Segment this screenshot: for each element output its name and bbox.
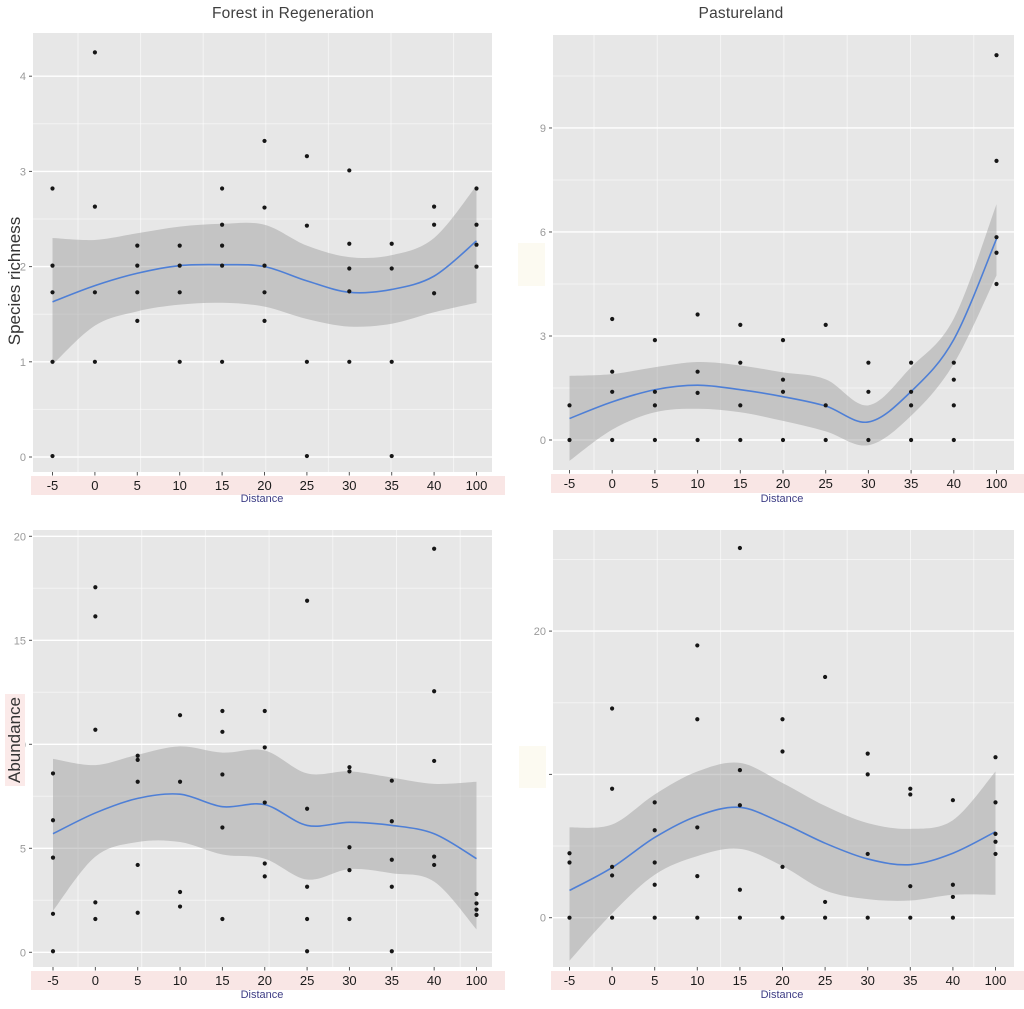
panel-0: 0 1 2 3 4 -5 0 5 10 15 20 25 30 35 40 100 — [20, 33, 505, 495]
svg-text:-5: -5 — [47, 973, 59, 988]
svg-text:0: 0 — [92, 973, 99, 988]
svg-text:35: 35 — [903, 973, 917, 988]
svg-text:15: 15 — [733, 476, 747, 491]
x-axis-label-distance-bottom-left: Distance — [240, 989, 284, 1001]
svg-text:20: 20 — [258, 973, 272, 988]
svg-text:20: 20 — [534, 626, 546, 638]
svg-text:5: 5 — [20, 843, 26, 855]
svg-text:5: 5 — [134, 478, 141, 493]
svg-text:30: 30 — [342, 478, 356, 493]
svg-text:35: 35 — [904, 476, 918, 491]
svg-text:40: 40 — [427, 973, 441, 988]
svg-text:15: 15 — [215, 478, 229, 493]
svg-text:25: 25 — [818, 476, 832, 491]
svg-text:20: 20 — [776, 476, 790, 491]
svg-text:25: 25 — [818, 973, 832, 988]
svg-text:100: 100 — [466, 973, 488, 988]
svg-text:4: 4 — [20, 71, 26, 83]
artifact-rect-bottom — [519, 746, 546, 788]
svg-text:10: 10 — [172, 478, 186, 493]
svg-text:15: 15 — [215, 973, 229, 988]
svg-text:2: 2 — [20, 262, 26, 274]
svg-text:10: 10 — [690, 476, 704, 491]
svg-text:3: 3 — [540, 331, 546, 343]
svg-text:20: 20 — [257, 478, 271, 493]
svg-text:0: 0 — [540, 435, 546, 447]
svg-text:100: 100 — [466, 478, 488, 493]
svg-text:0: 0 — [540, 913, 546, 925]
svg-text:30: 30 — [860, 973, 874, 988]
svg-text:0: 0 — [20, 452, 26, 464]
panel-title-pastureland: Pastureland — [698, 5, 784, 22]
svg-text:10: 10 — [690, 973, 704, 988]
panel-1: 0 3 6 9 -5 0 5 10 15 20 25 30 35 40 100 — [540, 35, 1024, 493]
svg-text:20: 20 — [775, 973, 789, 988]
svg-text:30: 30 — [861, 476, 875, 491]
svg-text:9: 9 — [540, 123, 546, 135]
svg-text:100: 100 — [985, 973, 1007, 988]
svg-text:-5: -5 — [47, 478, 59, 493]
y-axis-label-species-richness: Species richness — [5, 216, 24, 346]
svg-text:5: 5 — [134, 973, 141, 988]
svg-text:-5: -5 — [564, 476, 576, 491]
x-axis-label-distance-top-left: Distance — [240, 493, 284, 505]
x-axis-label-distance-bottom-right: Distance — [760, 989, 804, 1001]
svg-text:3: 3 — [20, 166, 26, 178]
svg-text:40: 40 — [947, 476, 961, 491]
svg-text:5: 5 — [651, 973, 658, 988]
svg-text:10: 10 — [173, 973, 187, 988]
y-axis-label-abundance: Abundance — [5, 693, 25, 787]
panel-title-forest-regeneration: Forest in Regeneration — [211, 5, 375, 22]
svg-text:40: 40 — [946, 973, 960, 988]
svg-text:0: 0 — [609, 476, 616, 491]
svg-text:15: 15 — [733, 973, 747, 988]
artifact-rect-top — [518, 243, 545, 286]
svg-text:0: 0 — [608, 973, 615, 988]
svg-text:25: 25 — [300, 973, 314, 988]
svg-text:5: 5 — [651, 476, 658, 491]
svg-text:30: 30 — [342, 973, 356, 988]
svg-text:100: 100 — [986, 476, 1008, 491]
svg-text:40: 40 — [427, 478, 441, 493]
svg-text:-5: -5 — [564, 973, 576, 988]
svg-text:15: 15 — [14, 635, 26, 647]
svg-text:25: 25 — [300, 478, 314, 493]
svg-text:20: 20 — [14, 531, 26, 543]
svg-text:0: 0 — [91, 478, 98, 493]
svg-text:6: 6 — [540, 227, 546, 239]
svg-text:35: 35 — [385, 973, 399, 988]
svg-text:0: 0 — [20, 947, 26, 959]
svg-text:35: 35 — [384, 478, 398, 493]
svg-text:1: 1 — [20, 357, 26, 369]
x-axis-label-distance-top-right: Distance — [760, 493, 804, 505]
